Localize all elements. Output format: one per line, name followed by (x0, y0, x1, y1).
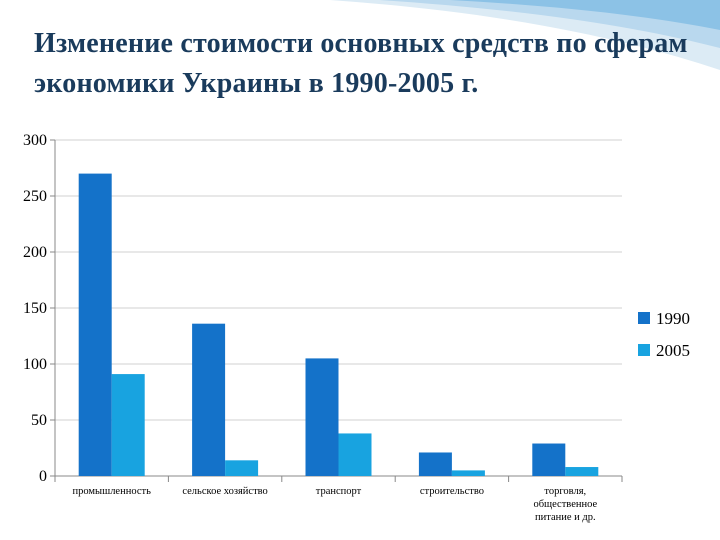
legend-swatch-1990 (638, 312, 650, 324)
bar-2005-1 (225, 460, 259, 476)
bar-2005-4 (565, 467, 599, 476)
bar-1990-1 (192, 323, 226, 476)
category-label: строительство (420, 486, 484, 497)
legend-swatch-2005 (638, 344, 650, 356)
y-tick-label: 0 (39, 468, 47, 485)
y-tick-labels: 0 50 100 150 200 250 300 (23, 132, 47, 485)
y-tick-label: 100 (23, 356, 47, 373)
y-tick-label: 50 (31, 412, 47, 429)
bar-chart: 0 50 100 150 200 250 300 промышленность сельско… (23, 132, 690, 523)
category-labels: промышленность сельское хозяйство транспор… (72, 486, 597, 523)
bar-1990-3 (418, 452, 452, 476)
bar-2005-2 (338, 433, 372, 476)
category-label: сельское хозяйство (182, 486, 267, 497)
y-tick-label: 300 (23, 132, 47, 149)
bar-2005-3 (451, 470, 485, 476)
slide-title: Изменение стоимости основных средств по … (34, 28, 688, 99)
category-label: питание и др. (535, 512, 596, 523)
y-tick-label: 250 (23, 188, 47, 205)
legend: 1990 2005 (638, 309, 690, 360)
bar-2005-0 (111, 374, 145, 476)
legend-label: 1990 (656, 309, 690, 328)
decorative-swoosh (330, 0, 720, 70)
category-label: промышленность (72, 486, 151, 497)
bar-1990-0 (78, 173, 112, 476)
y-tick-label: 200 (23, 244, 47, 261)
legend-label: 2005 (656, 341, 690, 360)
bar-1990-4 (532, 443, 566, 476)
category-label: торговля, (544, 486, 586, 497)
y-tick-label: 150 (23, 300, 47, 317)
bar-1990-2 (305, 358, 339, 476)
category-label: общественное (533, 499, 597, 510)
bars (78, 173, 599, 476)
category-label: транспорт (316, 486, 362, 497)
